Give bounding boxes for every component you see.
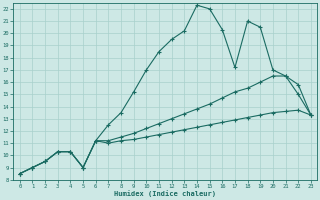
X-axis label: Humidex (Indice chaleur): Humidex (Indice chaleur) [114, 190, 216, 197]
